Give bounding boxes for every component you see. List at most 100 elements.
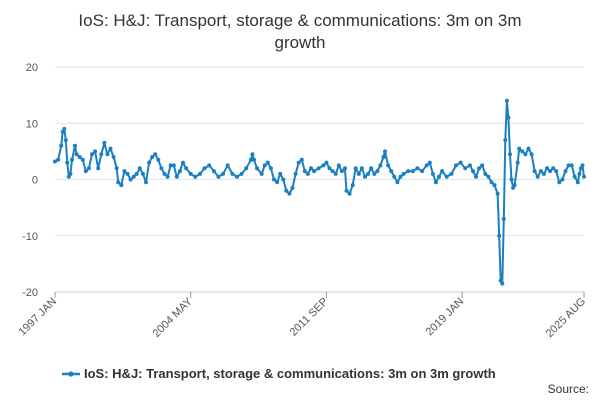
data-point[interactable] bbox=[356, 171, 361, 176]
data-point[interactable] bbox=[74, 152, 79, 157]
data-point[interactable] bbox=[68, 171, 73, 176]
data-point[interactable] bbox=[312, 169, 317, 174]
data-point[interactable] bbox=[529, 152, 534, 157]
data-point[interactable] bbox=[330, 169, 335, 174]
data-point[interactable] bbox=[299, 157, 304, 162]
data-point[interactable] bbox=[116, 180, 121, 185]
data-point[interactable] bbox=[96, 166, 101, 171]
data-point[interactable] bbox=[221, 171, 226, 176]
data-point[interactable] bbox=[444, 174, 449, 179]
data-point[interactable] bbox=[125, 171, 130, 176]
data-point[interactable] bbox=[501, 216, 506, 221]
data-point[interactable] bbox=[80, 157, 85, 162]
data-point[interactable] bbox=[495, 191, 500, 196]
data-point[interactable] bbox=[262, 163, 267, 168]
data-point[interactable] bbox=[406, 169, 411, 174]
data-point[interactable] bbox=[168, 163, 173, 168]
data-point[interactable] bbox=[395, 180, 400, 185]
data-point[interactable] bbox=[287, 191, 292, 196]
data-point[interactable] bbox=[508, 152, 512, 157]
data-point[interactable] bbox=[327, 166, 332, 171]
data-point[interactable] bbox=[77, 155, 82, 159]
data-point[interactable] bbox=[458, 160, 463, 165]
data-point[interactable] bbox=[532, 169, 537, 174]
data-point[interactable] bbox=[398, 174, 403, 179]
data-point[interactable] bbox=[302, 169, 307, 174]
data-point[interactable] bbox=[83, 169, 88, 174]
data-point[interactable] bbox=[486, 174, 491, 179]
data-point[interactable] bbox=[557, 180, 562, 185]
data-point[interactable] bbox=[99, 152, 104, 157]
data-point[interactable] bbox=[134, 171, 139, 176]
data-point[interactable] bbox=[259, 171, 264, 176]
data-point[interactable] bbox=[517, 146, 522, 151]
data-point[interactable] bbox=[342, 166, 347, 171]
data-point[interactable] bbox=[162, 171, 167, 176]
data-point[interactable] bbox=[463, 166, 468, 171]
data-point[interactable] bbox=[440, 169, 445, 174]
data-point[interactable] bbox=[156, 157, 161, 162]
data-point[interactable] bbox=[184, 166, 189, 171]
data-point[interactable] bbox=[275, 180, 280, 185]
data-point[interactable] bbox=[174, 174, 179, 179]
data-point[interactable] bbox=[506, 115, 511, 120]
data-point[interactable] bbox=[359, 166, 364, 171]
data-point[interactable] bbox=[62, 126, 67, 131]
data-point[interactable] bbox=[420, 169, 425, 174]
data-point[interactable] bbox=[102, 140, 107, 145]
data-point[interactable] bbox=[520, 149, 525, 154]
data-point[interactable] bbox=[344, 188, 349, 193]
data-point[interactable] bbox=[577, 171, 582, 176]
data-point[interactable] bbox=[90, 152, 94, 157]
data-point[interactable] bbox=[159, 166, 164, 171]
data-point[interactable] bbox=[353, 166, 358, 171]
data-point[interactable] bbox=[131, 174, 136, 179]
data-point[interactable] bbox=[293, 171, 298, 176]
data-point[interactable] bbox=[272, 177, 276, 182]
data-point[interactable] bbox=[278, 171, 283, 176]
data-point[interactable] bbox=[73, 143, 77, 148]
legend-label[interactable]: IoS: H&J: Transport, storage & communica… bbox=[84, 366, 496, 381]
data-point[interactable] bbox=[333, 171, 338, 176]
data-point[interactable] bbox=[366, 171, 371, 176]
data-point[interactable] bbox=[504, 98, 509, 103]
data-point[interactable] bbox=[265, 160, 270, 165]
data-point[interactable] bbox=[381, 155, 386, 159]
data-point[interactable] bbox=[144, 180, 148, 185]
data-point[interactable] bbox=[383, 149, 387, 154]
data-point[interactable] bbox=[350, 183, 355, 188]
data-point[interactable] bbox=[415, 166, 420, 171]
data-point[interactable] bbox=[554, 169, 559, 174]
data-point[interactable] bbox=[541, 171, 546, 176]
data-point[interactable] bbox=[437, 174, 441, 179]
data-point[interactable] bbox=[198, 171, 202, 176]
data-point[interactable] bbox=[372, 171, 377, 176]
data-point[interactable] bbox=[171, 163, 176, 168]
data-point[interactable] bbox=[255, 166, 259, 171]
data-point[interactable] bbox=[538, 169, 543, 174]
data-point[interactable] bbox=[177, 169, 182, 174]
data-point[interactable] bbox=[193, 174, 198, 179]
data-point[interactable] bbox=[410, 169, 415, 174]
data-point[interactable] bbox=[386, 163, 391, 168]
data-point[interactable] bbox=[489, 180, 494, 185]
data-point[interactable] bbox=[492, 183, 497, 188]
data-point[interactable] bbox=[111, 155, 116, 159]
data-point[interactable] bbox=[375, 169, 380, 174]
data-point[interactable] bbox=[65, 160, 70, 165]
data-point[interactable] bbox=[526, 146, 531, 151]
data-point[interactable] bbox=[500, 281, 505, 286]
data-point[interactable] bbox=[471, 169, 475, 174]
data-point[interactable] bbox=[454, 163, 458, 168]
data-point[interactable] bbox=[515, 160, 520, 165]
data-point[interactable] bbox=[474, 174, 478, 179]
data-point[interactable] bbox=[336, 163, 341, 168]
data-point[interactable] bbox=[535, 174, 540, 179]
data-point[interactable] bbox=[575, 180, 580, 185]
data-point[interactable] bbox=[70, 157, 74, 162]
data-point[interactable] bbox=[545, 166, 549, 171]
data-point[interactable] bbox=[389, 169, 394, 174]
data-point[interactable] bbox=[128, 177, 133, 182]
data-point[interactable] bbox=[509, 177, 514, 182]
data-point[interactable] bbox=[433, 180, 438, 185]
